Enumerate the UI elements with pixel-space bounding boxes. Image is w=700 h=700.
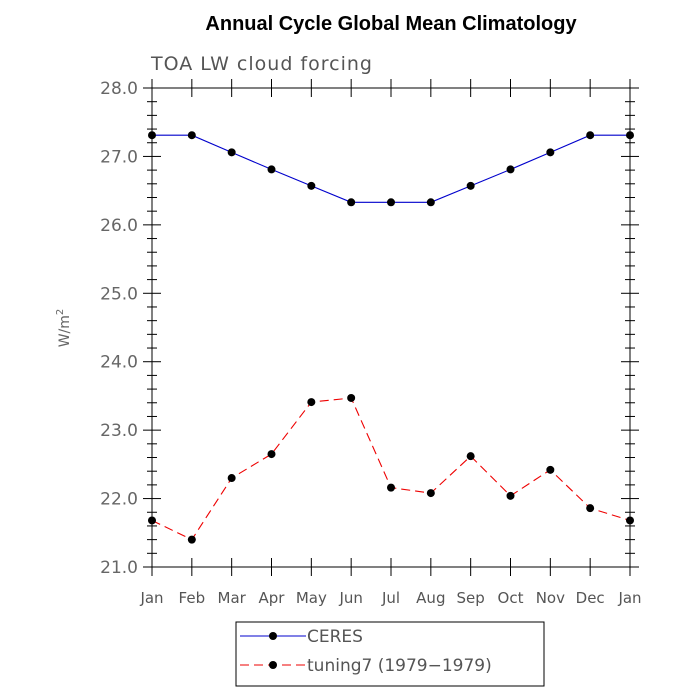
y-tick-label: 22.0 (100, 490, 138, 510)
data-point (546, 465, 555, 474)
data-point (148, 131, 156, 140)
data-point (506, 491, 515, 500)
data-point (148, 516, 156, 525)
data-point (546, 148, 555, 157)
x-tick-label: Mar (218, 589, 247, 607)
y-axis: 21.0 22.0 23.0 24.0 25.0 26.0 27.0 28.0 (100, 79, 639, 578)
chart-title: Annual Cycle Global Mean Climatology (205, 13, 577, 35)
legend-label: tuning7 (1979−1979) (307, 656, 492, 676)
x-tick-label: Sep (457, 589, 485, 607)
y-tick-label: 21.0 (100, 558, 138, 578)
data-point (466, 452, 475, 461)
y-tick-label: 28.0 (100, 79, 138, 99)
chart-subtitle: TOA LW cloud forcing (150, 53, 373, 75)
x-tick-label: Feb (179, 589, 206, 607)
data-point (426, 198, 435, 207)
data-point (187, 131, 196, 140)
x-tick-label: Aug (416, 589, 445, 607)
series-line (151, 397, 631, 541)
legend-entries: CERES tuning7 (1979−1979) (240, 627, 492, 676)
y-tick-label: 24.0 (100, 353, 138, 373)
y-tick-label: 26.0 (100, 216, 138, 236)
data-point (426, 489, 435, 498)
data-point (506, 165, 515, 174)
data-point (466, 181, 475, 190)
data-point (267, 165, 276, 174)
y-tick-label: 27.0 (100, 147, 138, 167)
data-point (227, 148, 236, 157)
data-point (307, 181, 316, 190)
data-point (387, 483, 395, 492)
legend-marker (269, 661, 277, 669)
x-axis: Jan Feb Mar Apr May Jun Jul Aug Sep Oct Nov Dec Jan (139, 79, 642, 607)
data-point (387, 198, 395, 207)
legend (235, 621, 545, 687)
x-tick-label: Jul (381, 589, 400, 607)
y-tick-label: 23.0 (100, 421, 138, 441)
x-tick-label: Apr (259, 589, 286, 607)
series-line (152, 134, 630, 203)
data-point (187, 535, 196, 544)
plot-area (151, 87, 631, 568)
data-point (626, 516, 634, 525)
data-point (347, 393, 356, 402)
data-point (626, 131, 634, 140)
legend-label: CERES (307, 627, 363, 647)
data-point (267, 450, 276, 459)
series-layer (148, 131, 634, 544)
x-tick-label: Jan (617, 589, 641, 607)
y-axis-label: W/m2 (55, 309, 73, 348)
data-point (227, 474, 236, 483)
data-point (586, 131, 595, 140)
x-tick-label: Dec (576, 589, 605, 607)
legend-marker (269, 632, 277, 640)
data-point (307, 398, 316, 407)
x-tick-label: Nov (536, 589, 565, 607)
x-tick-label: Oct (498, 589, 524, 607)
x-tick-label: Jan (139, 589, 163, 607)
x-tick-label: Jun (338, 589, 362, 607)
data-point (347, 198, 356, 207)
y-tick-label: 25.0 (100, 284, 138, 304)
x-tick-label: May (296, 589, 327, 607)
data-point (586, 504, 595, 513)
